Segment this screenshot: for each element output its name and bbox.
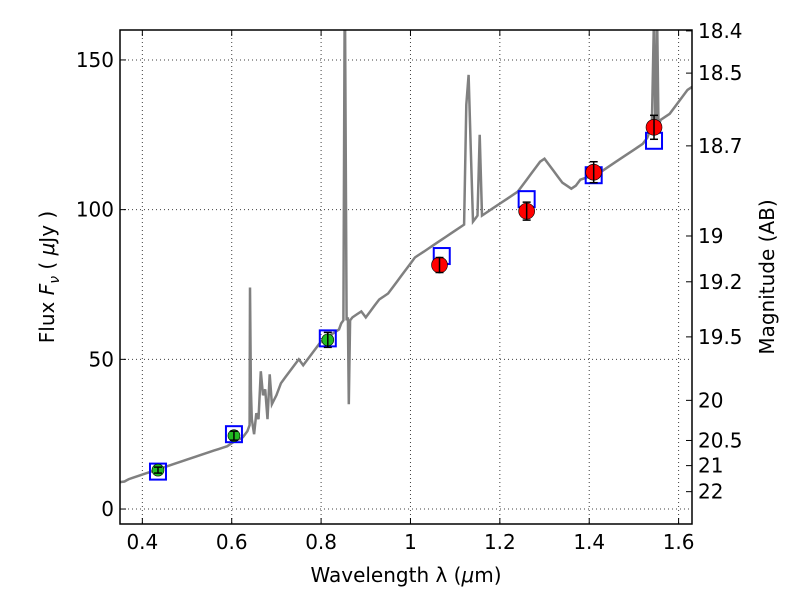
- y2-tick-label: 18.4: [698, 19, 743, 43]
- grid: [120, 30, 692, 524]
- model-box-marker: [224, 425, 243, 444]
- spectrum-line: [120, 30, 692, 484]
- y-tick-label: 50: [89, 347, 114, 371]
- x-tick-label: 1.4: [573, 530, 605, 554]
- model-box-marker: [148, 462, 167, 481]
- x-tick-label: 0.8: [305, 530, 337, 554]
- plot-frame: [119, 29, 693, 525]
- y2-tick-label: 19.5: [698, 325, 743, 349]
- y2-tick-label: 22: [698, 480, 723, 504]
- x-tick-label: 0.4: [126, 530, 158, 554]
- y2-tick-label: 18.7: [698, 134, 743, 158]
- y2-tick-label: 18.5: [698, 61, 743, 85]
- x-tick-label: 1.2: [484, 530, 516, 554]
- y-tick-label: 150: [76, 48, 114, 72]
- photometry-points: [151, 114, 663, 477]
- y-tick-label: 100: [76, 198, 114, 222]
- y-axis-label: Flux Fν ( μJy ): [35, 211, 63, 343]
- y2-tick-label: 19: [698, 224, 723, 248]
- x-tick-label: 0.6: [216, 530, 248, 554]
- y2-axis-label: Magnitude (AB): [755, 199, 779, 354]
- y2-tick-label: 20.5: [698, 428, 743, 452]
- y-tick-label: 0: [101, 497, 114, 521]
- axis-ticks: 0.4 0.6 0.8 1 1.2 1.4 1.6 0 50 100 150 18.4 18.5 18.7…: [76, 19, 743, 554]
- x-axis-label: Wavelength λ (μm): [310, 563, 501, 587]
- model-photometry-boxes: [148, 131, 664, 481]
- y2-tick-label: 21: [698, 454, 723, 478]
- x-tick-label: 1: [404, 530, 417, 554]
- y2-tick-label: 20: [698, 388, 723, 412]
- x-tick-label: 1.6: [663, 530, 695, 554]
- y2-tick-label: 19.2: [698, 270, 743, 294]
